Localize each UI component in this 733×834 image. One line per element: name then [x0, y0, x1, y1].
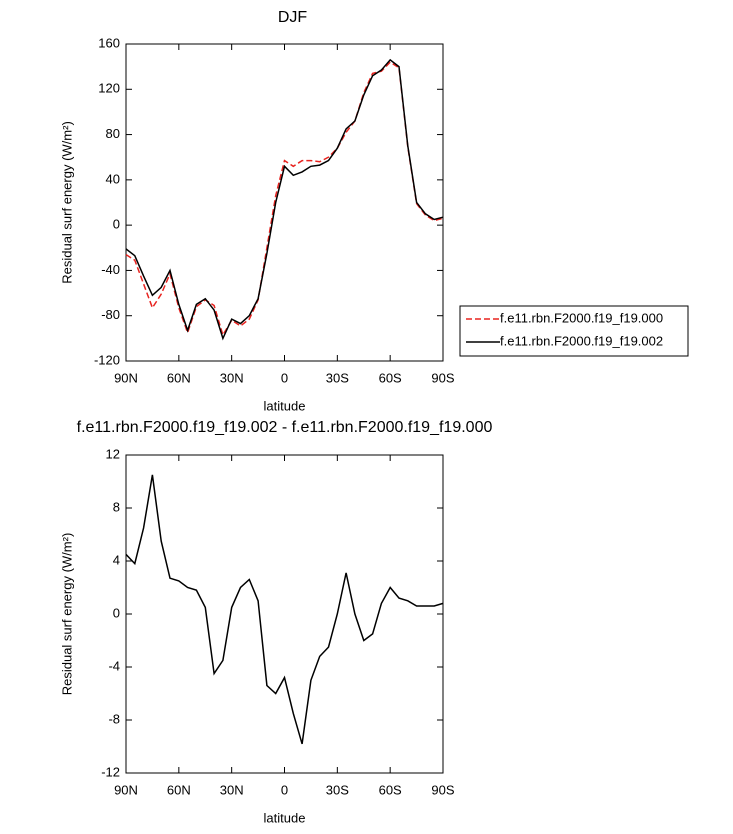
y-tick-label: 160	[98, 35, 120, 50]
y-tick-label: 80	[106, 126, 120, 141]
plot-frame	[125, 43, 444, 362]
y-tick-label: 0	[113, 605, 120, 620]
y-tick-label: 4	[113, 552, 120, 567]
y-tick-label: -80	[101, 307, 120, 322]
x-tick-label: 60N	[167, 370, 191, 385]
series-line	[125, 58, 444, 341]
x-tick-label: 90S	[431, 782, 454, 797]
y-axis-label: Residual surf energy (W/m²)	[59, 533, 74, 696]
series-line	[125, 474, 444, 745]
x-tick-label: 90N	[114, 782, 138, 797]
x-axis-label: latitude	[264, 810, 306, 825]
x-tick-label: 60S	[379, 782, 402, 797]
x-tick-label: 30N	[220, 370, 244, 385]
y-axis-label: Residual surf energy (W/m²)	[59, 121, 74, 284]
y-tick-label: 8	[113, 499, 120, 514]
y-tick-label: -4	[108, 658, 120, 673]
x-tick-label: 60S	[379, 370, 402, 385]
y-tick-label: 0	[113, 217, 120, 232]
series-line	[125, 61, 444, 337]
y-tick-label: -8	[108, 711, 120, 726]
x-tick-label: 30S	[326, 370, 349, 385]
legend-box	[459, 305, 689, 357]
x-tick-label: 90S	[431, 370, 454, 385]
x-axis-label: latitude	[264, 398, 306, 413]
y-tick-label: 120	[98, 81, 120, 96]
y-tick-label: -120	[94, 352, 120, 367]
x-tick-label: 0	[281, 370, 288, 385]
plot-frame	[125, 454, 444, 774]
y-tick-label: 40	[106, 171, 120, 186]
y-tick-label: 12	[106, 446, 120, 461]
x-tick-label: 30N	[220, 782, 244, 797]
legend-label: f.e11.rbn.F2000.f19_f19.000	[500, 310, 663, 325]
x-tick-label: 0	[281, 782, 288, 797]
chart-title: DJF	[278, 9, 308, 26]
x-tick-label: 30S	[326, 782, 349, 797]
legend-label: f.e11.rbn.F2000.f19_f19.002	[500, 333, 663, 348]
y-tick-label: -40	[101, 262, 120, 277]
y-tick-label: -12	[101, 764, 120, 779]
x-tick-label: 60N	[167, 782, 191, 797]
x-tick-label: 90N	[114, 370, 138, 385]
chart-title: f.e11.rbn.F2000.f19_f19.002 - f.e11.rbn.…	[77, 419, 493, 436]
